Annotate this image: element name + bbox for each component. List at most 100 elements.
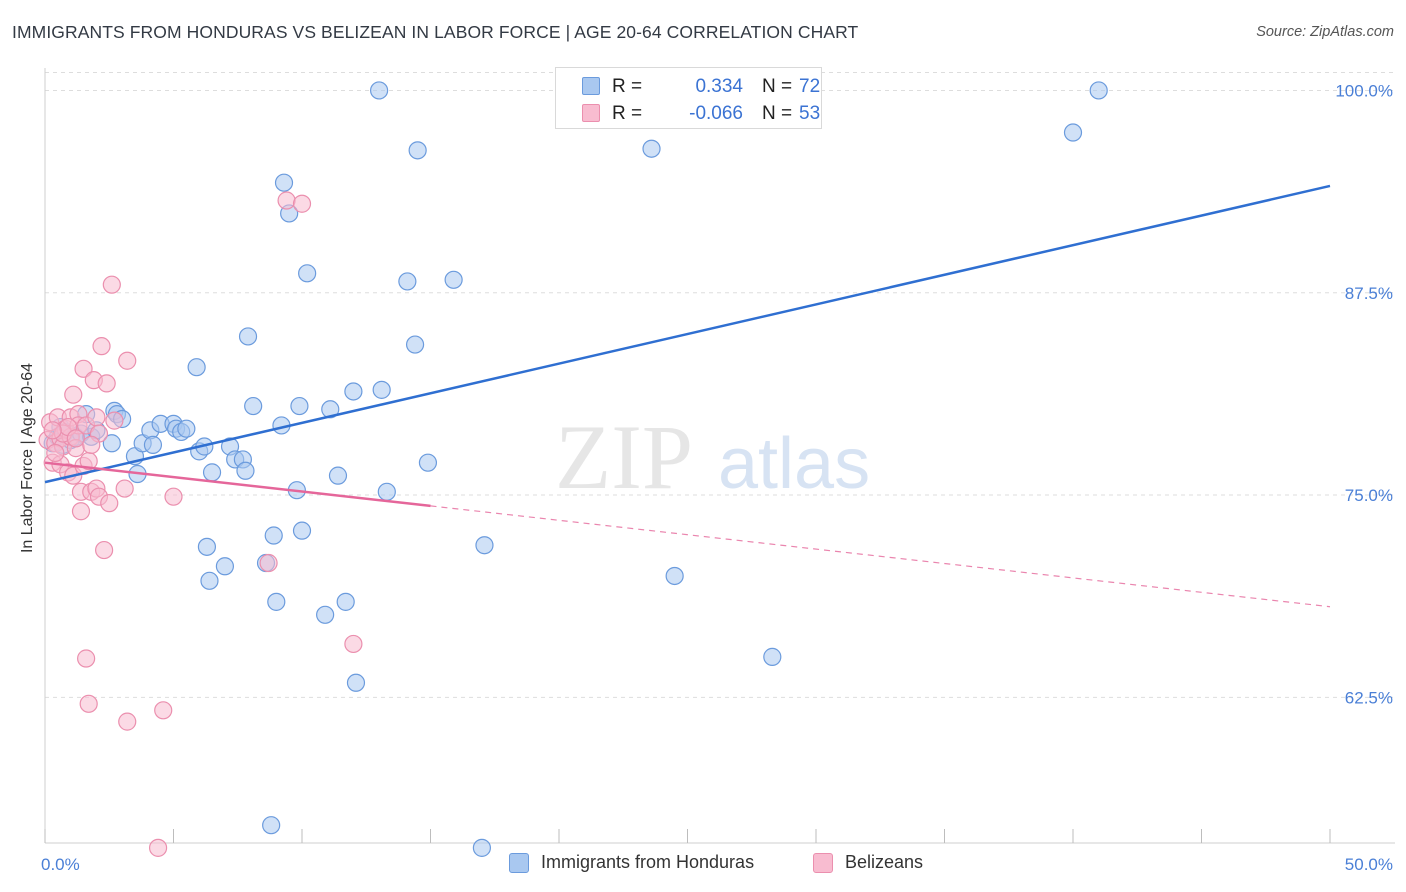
pink-data-point bbox=[77, 649, 96, 668]
chart-title: IMMIGRANTS FROM HONDURAS VS BELIZEAN IN … bbox=[12, 22, 859, 42]
blue-data-point bbox=[274, 173, 294, 192]
blue-data-point bbox=[336, 592, 355, 611]
pink-data-point bbox=[95, 540, 114, 560]
pink-data-point bbox=[259, 553, 278, 573]
blue-data-point bbox=[262, 816, 281, 835]
pink-data-point bbox=[97, 374, 116, 393]
y-tick-label: 62.5% bbox=[1345, 688, 1393, 707]
trend-layer bbox=[44, 184, 1331, 608]
blue-data-point bbox=[472, 838, 491, 857]
pink-data-point bbox=[71, 502, 91, 521]
pink-data-point bbox=[92, 337, 111, 356]
pink-data-point bbox=[66, 429, 85, 448]
y-tick-label: 100.0% bbox=[1335, 81, 1393, 100]
pink-data-point bbox=[102, 275, 121, 294]
pink-data-point bbox=[87, 408, 106, 427]
blue-data-point bbox=[405, 335, 425, 354]
series-swatch-pink bbox=[813, 853, 833, 873]
watermark: ZIP atlas bbox=[555, 406, 870, 508]
series-swatch-blue bbox=[509, 853, 529, 873]
pink-data-point bbox=[74, 359, 93, 378]
blue-data-point bbox=[408, 141, 427, 160]
blue-data-point bbox=[321, 400, 340, 419]
legend-n-value: 72 bbox=[799, 76, 821, 97]
pink-data-point bbox=[277, 191, 296, 210]
pink-data-point bbox=[64, 385, 83, 404]
blue-data-point bbox=[102, 434, 121, 453]
pink-data-point bbox=[105, 411, 124, 430]
blue-data-point bbox=[197, 537, 217, 556]
blue-data-point bbox=[1089, 81, 1108, 100]
legend-r-label: R = bbox=[612, 76, 643, 97]
blue-data-point bbox=[418, 453, 438, 472]
blue-data-point bbox=[377, 482, 396, 501]
legend-n-label: N = bbox=[762, 103, 793, 124]
blue-data-point bbox=[344, 382, 363, 401]
x-tick-label: 50.0% bbox=[1345, 855, 1393, 874]
axis-layer bbox=[44, 68, 1395, 844]
pink-data-point bbox=[118, 351, 137, 370]
blue-data-point bbox=[763, 647, 782, 666]
legend-r-label: R = bbox=[612, 103, 643, 124]
legend-r-value: 0.334 bbox=[695, 76, 743, 97]
legend-swatch-blue bbox=[582, 77, 600, 95]
blue-data-point bbox=[202, 463, 222, 482]
blue-data-point bbox=[1063, 123, 1083, 142]
pink-data-point bbox=[154, 701, 173, 720]
blue-data-point bbox=[292, 521, 312, 540]
legend-r-value: -0.066 bbox=[689, 103, 743, 124]
legend-swatch-pink bbox=[582, 104, 600, 122]
grid-layer bbox=[45, 71, 1395, 698]
y-tick-label: 75.0% bbox=[1345, 486, 1393, 505]
pink-trend-extension bbox=[430, 505, 1331, 608]
blue-data-point bbox=[244, 396, 263, 416]
pink-data-point bbox=[82, 435, 101, 454]
pink-data-point bbox=[43, 421, 62, 440]
pink-data-point bbox=[164, 487, 183, 506]
blue-data-point bbox=[177, 419, 196, 438]
pink-data-point bbox=[344, 634, 363, 654]
blue-data-point bbox=[444, 270, 463, 289]
blue-data-point bbox=[290, 396, 309, 416]
pink-data-point bbox=[100, 494, 119, 513]
blue-data-point bbox=[200, 571, 219, 590]
blue-data-point bbox=[370, 81, 389, 100]
legend-n-label: N = bbox=[762, 76, 793, 97]
blue-data-point bbox=[267, 592, 286, 611]
pink-data-point bbox=[79, 694, 98, 713]
blue-trend-line bbox=[44, 184, 1331, 484]
watermark-zip: ZIP bbox=[555, 406, 693, 508]
blue-data-point bbox=[316, 605, 335, 624]
x-tick-label: 0.0% bbox=[41, 855, 80, 874]
source-credit: Source: ZipAtlas.com bbox=[1256, 24, 1394, 40]
blue-data-point bbox=[328, 466, 348, 485]
series-label: Belizeans bbox=[845, 852, 924, 872]
blue-data-point bbox=[236, 461, 255, 480]
blue-data-point bbox=[187, 358, 206, 377]
correlation-legend: R = 0.334 N = 72 R = -0.066 N = 53 bbox=[555, 67, 822, 129]
blue-data-point bbox=[372, 380, 391, 399]
blue-data-point bbox=[264, 526, 283, 545]
blue-data-point bbox=[475, 536, 494, 555]
points-layer bbox=[38, 81, 1108, 857]
pink-data-point bbox=[46, 443, 65, 463]
blue-data-point bbox=[215, 557, 234, 576]
blue-data-point bbox=[298, 264, 317, 283]
pink-data-point bbox=[118, 712, 137, 731]
pink-trend-line bbox=[44, 461, 431, 508]
pink-data-point bbox=[148, 838, 168, 857]
pink-data-point bbox=[292, 194, 312, 213]
y-tick-label: 87.5% bbox=[1345, 284, 1393, 303]
blue-data-point bbox=[398, 272, 417, 291]
blue-data-point bbox=[665, 566, 684, 586]
blue-data-point bbox=[346, 673, 366, 692]
tick-label-layer: 62.5% 75.0% 87.5% 100.0% 0.0% 50.0% bbox=[41, 81, 1393, 874]
blue-data-point bbox=[143, 435, 163, 454]
series-label: Immigrants from Honduras bbox=[541, 852, 755, 872]
watermark-atlas: atlas bbox=[718, 424, 870, 504]
legend-n-value: 53 bbox=[799, 103, 821, 124]
blue-data-point bbox=[238, 327, 258, 346]
pink-data-point bbox=[115, 479, 134, 498]
blue-data-point bbox=[642, 139, 661, 158]
